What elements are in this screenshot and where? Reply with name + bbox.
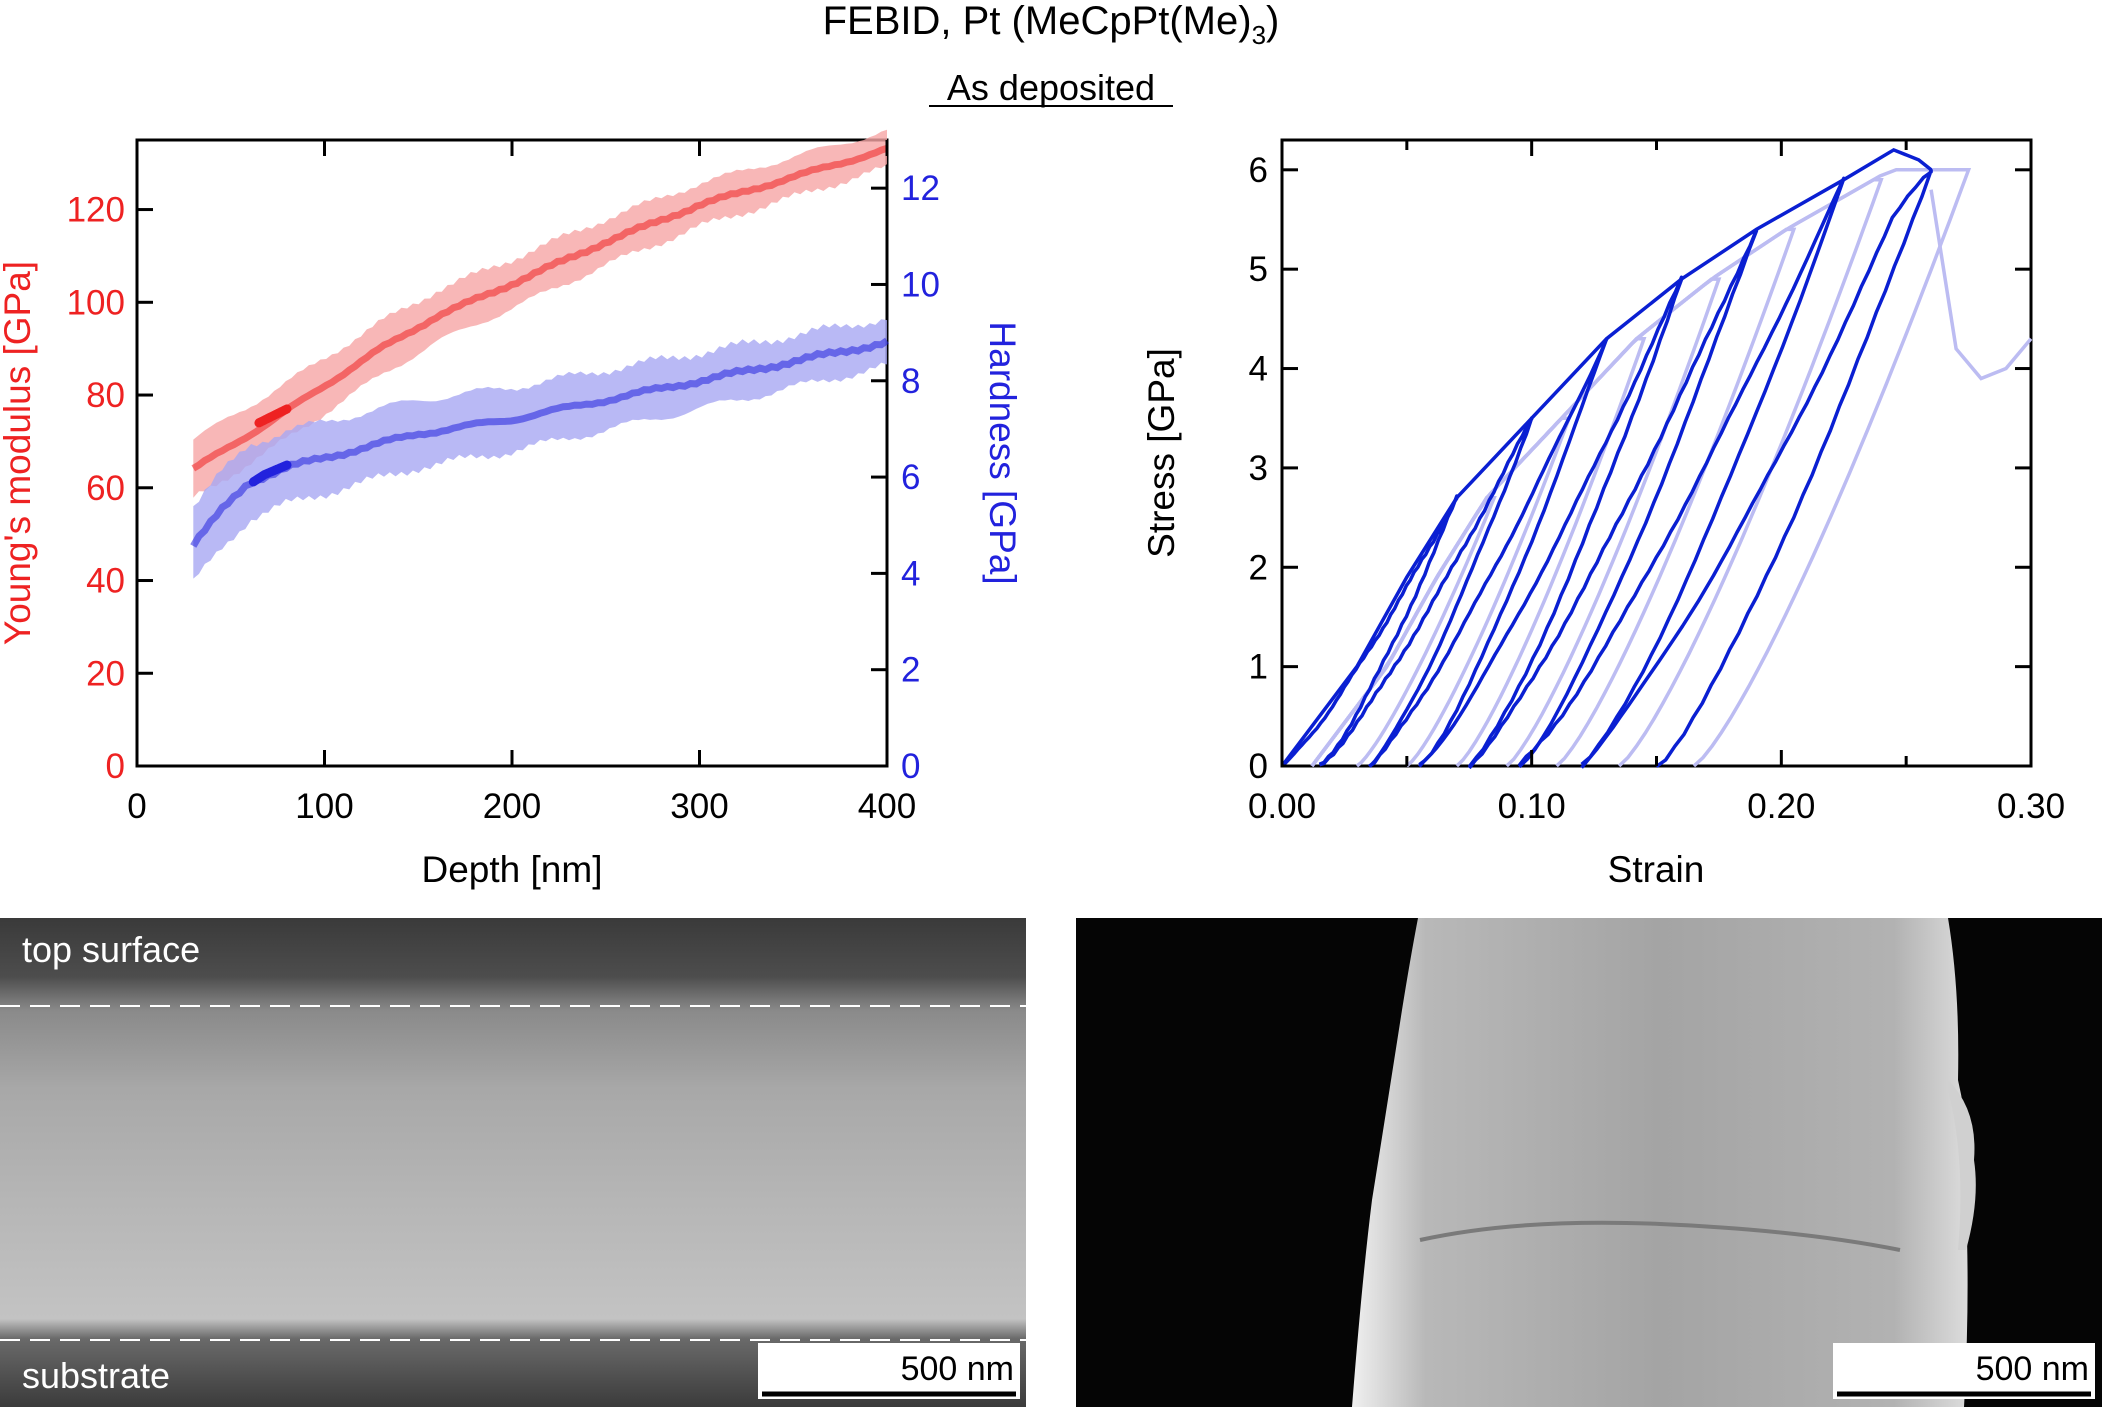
- y-left-tick-label: 0: [106, 747, 125, 786]
- x-tick-label: 0.20: [1747, 787, 1815, 826]
- y-tick-label: 4: [1249, 350, 1268, 389]
- stress-strain-cycle: [1580, 168, 1933, 769]
- depth-axis-label: Depth [nm]: [422, 849, 603, 890]
- stress-strain-cycle: [1418, 275, 1684, 768]
- y-left-tick-label: 60: [86, 469, 125, 508]
- pillar-bulge: [1948, 1080, 1976, 1250]
- figure-subtitle: As deposited: [947, 67, 1155, 108]
- youngs-modulus-axis-label: Young's modulus [GPa]: [0, 261, 38, 645]
- y-left-tick-label: 120: [67, 191, 125, 230]
- x-tick-label: 0.10: [1498, 787, 1566, 826]
- y-left-tick-label: 80: [86, 376, 125, 415]
- stress-strain-cycle: [1517, 176, 1846, 767]
- sem-pillar-image: 500 nm: [1076, 918, 2102, 1407]
- y-tick-label: 2: [1249, 548, 1268, 587]
- scale-bar-left: 500 nm: [758, 1343, 1020, 1399]
- y-tick-label: 1: [1249, 648, 1268, 687]
- y-tick-label: 5: [1249, 250, 1268, 289]
- stress-strain-cycle: [1280, 494, 1459, 768]
- y-right-tick-label: 10: [901, 265, 940, 304]
- stress-strain-light-cycle: [1310, 168, 1972, 768]
- strain-axis-label: Strain: [1608, 849, 1705, 890]
- y-left-tick-label: 40: [86, 562, 125, 601]
- modulus-mean-line: [191, 144, 889, 472]
- hardness-axis-label: Hardness [GPa]: [982, 321, 1023, 584]
- top-surface-label: top surface: [22, 929, 200, 970]
- x-tick-label: 0: [127, 787, 146, 826]
- x-tick-label: 300: [670, 787, 728, 826]
- x-tick-label: 0.30: [1997, 787, 2065, 826]
- pillar-body: [1352, 918, 1968, 1407]
- stress-strain-chart: 0.00 0.10 0.20 0.30 0 1 2 3 4 5 6 Strain Stress [G…: [1141, 138, 2065, 890]
- title-subscript: 3: [1252, 20, 1266, 50]
- hardness-scatter-band: [193, 319, 888, 579]
- stress-strain-cycle: [1368, 337, 1609, 768]
- y-left-tick-label: 20: [86, 654, 125, 693]
- hardness-mean-line: [190, 337, 890, 548]
- stress-strain-cycle: [1467, 228, 1759, 770]
- y-right-tick-label: 0: [901, 747, 920, 786]
- y-right-tick-label: 12: [901, 169, 940, 208]
- hardness-highlight-segment: [248, 460, 292, 487]
- stress-strain-cycle: [1318, 416, 1534, 768]
- x-tick-label: 200: [483, 787, 541, 826]
- x-tick-label: 100: [295, 787, 353, 826]
- y-right-tick-label: 2: [901, 651, 920, 690]
- y-right-tick-label: 6: [901, 458, 920, 497]
- sem-cross-section-image: top surface substrate 500 nm: [0, 918, 1026, 1407]
- stress-axis-label: Stress [GPa]: [1141, 348, 1182, 558]
- y-right-tick-label: 4: [901, 554, 920, 593]
- stress-strain-envelope: [1280, 147, 1933, 768]
- y-tick-label: 3: [1249, 449, 1268, 488]
- y-left-tick-label: 100: [67, 283, 125, 322]
- modulus-highlight-segment: [254, 404, 292, 428]
- scale-bar-right: 500 nm: [1833, 1343, 2095, 1399]
- x-tick-label: 0.00: [1248, 787, 1316, 826]
- figure-title: FEBID, Pt (MeCpPt(Me)3): [823, 0, 1280, 50]
- stress-strain-light-tail: [1929, 189, 2033, 381]
- substrate-label: substrate: [22, 1355, 170, 1396]
- y-tick-label: 6: [1249, 151, 1268, 190]
- svg-text:500 nm: 500 nm: [901, 1350, 1014, 1388]
- svg-text:500 nm: 500 nm: [1976, 1350, 2089, 1388]
- x-tick-label: 400: [858, 787, 916, 826]
- y-right-tick-label: 8: [901, 362, 920, 401]
- pillar-interface-line: [1419, 1220, 1901, 1252]
- y-tick-label: 0: [1249, 747, 1268, 786]
